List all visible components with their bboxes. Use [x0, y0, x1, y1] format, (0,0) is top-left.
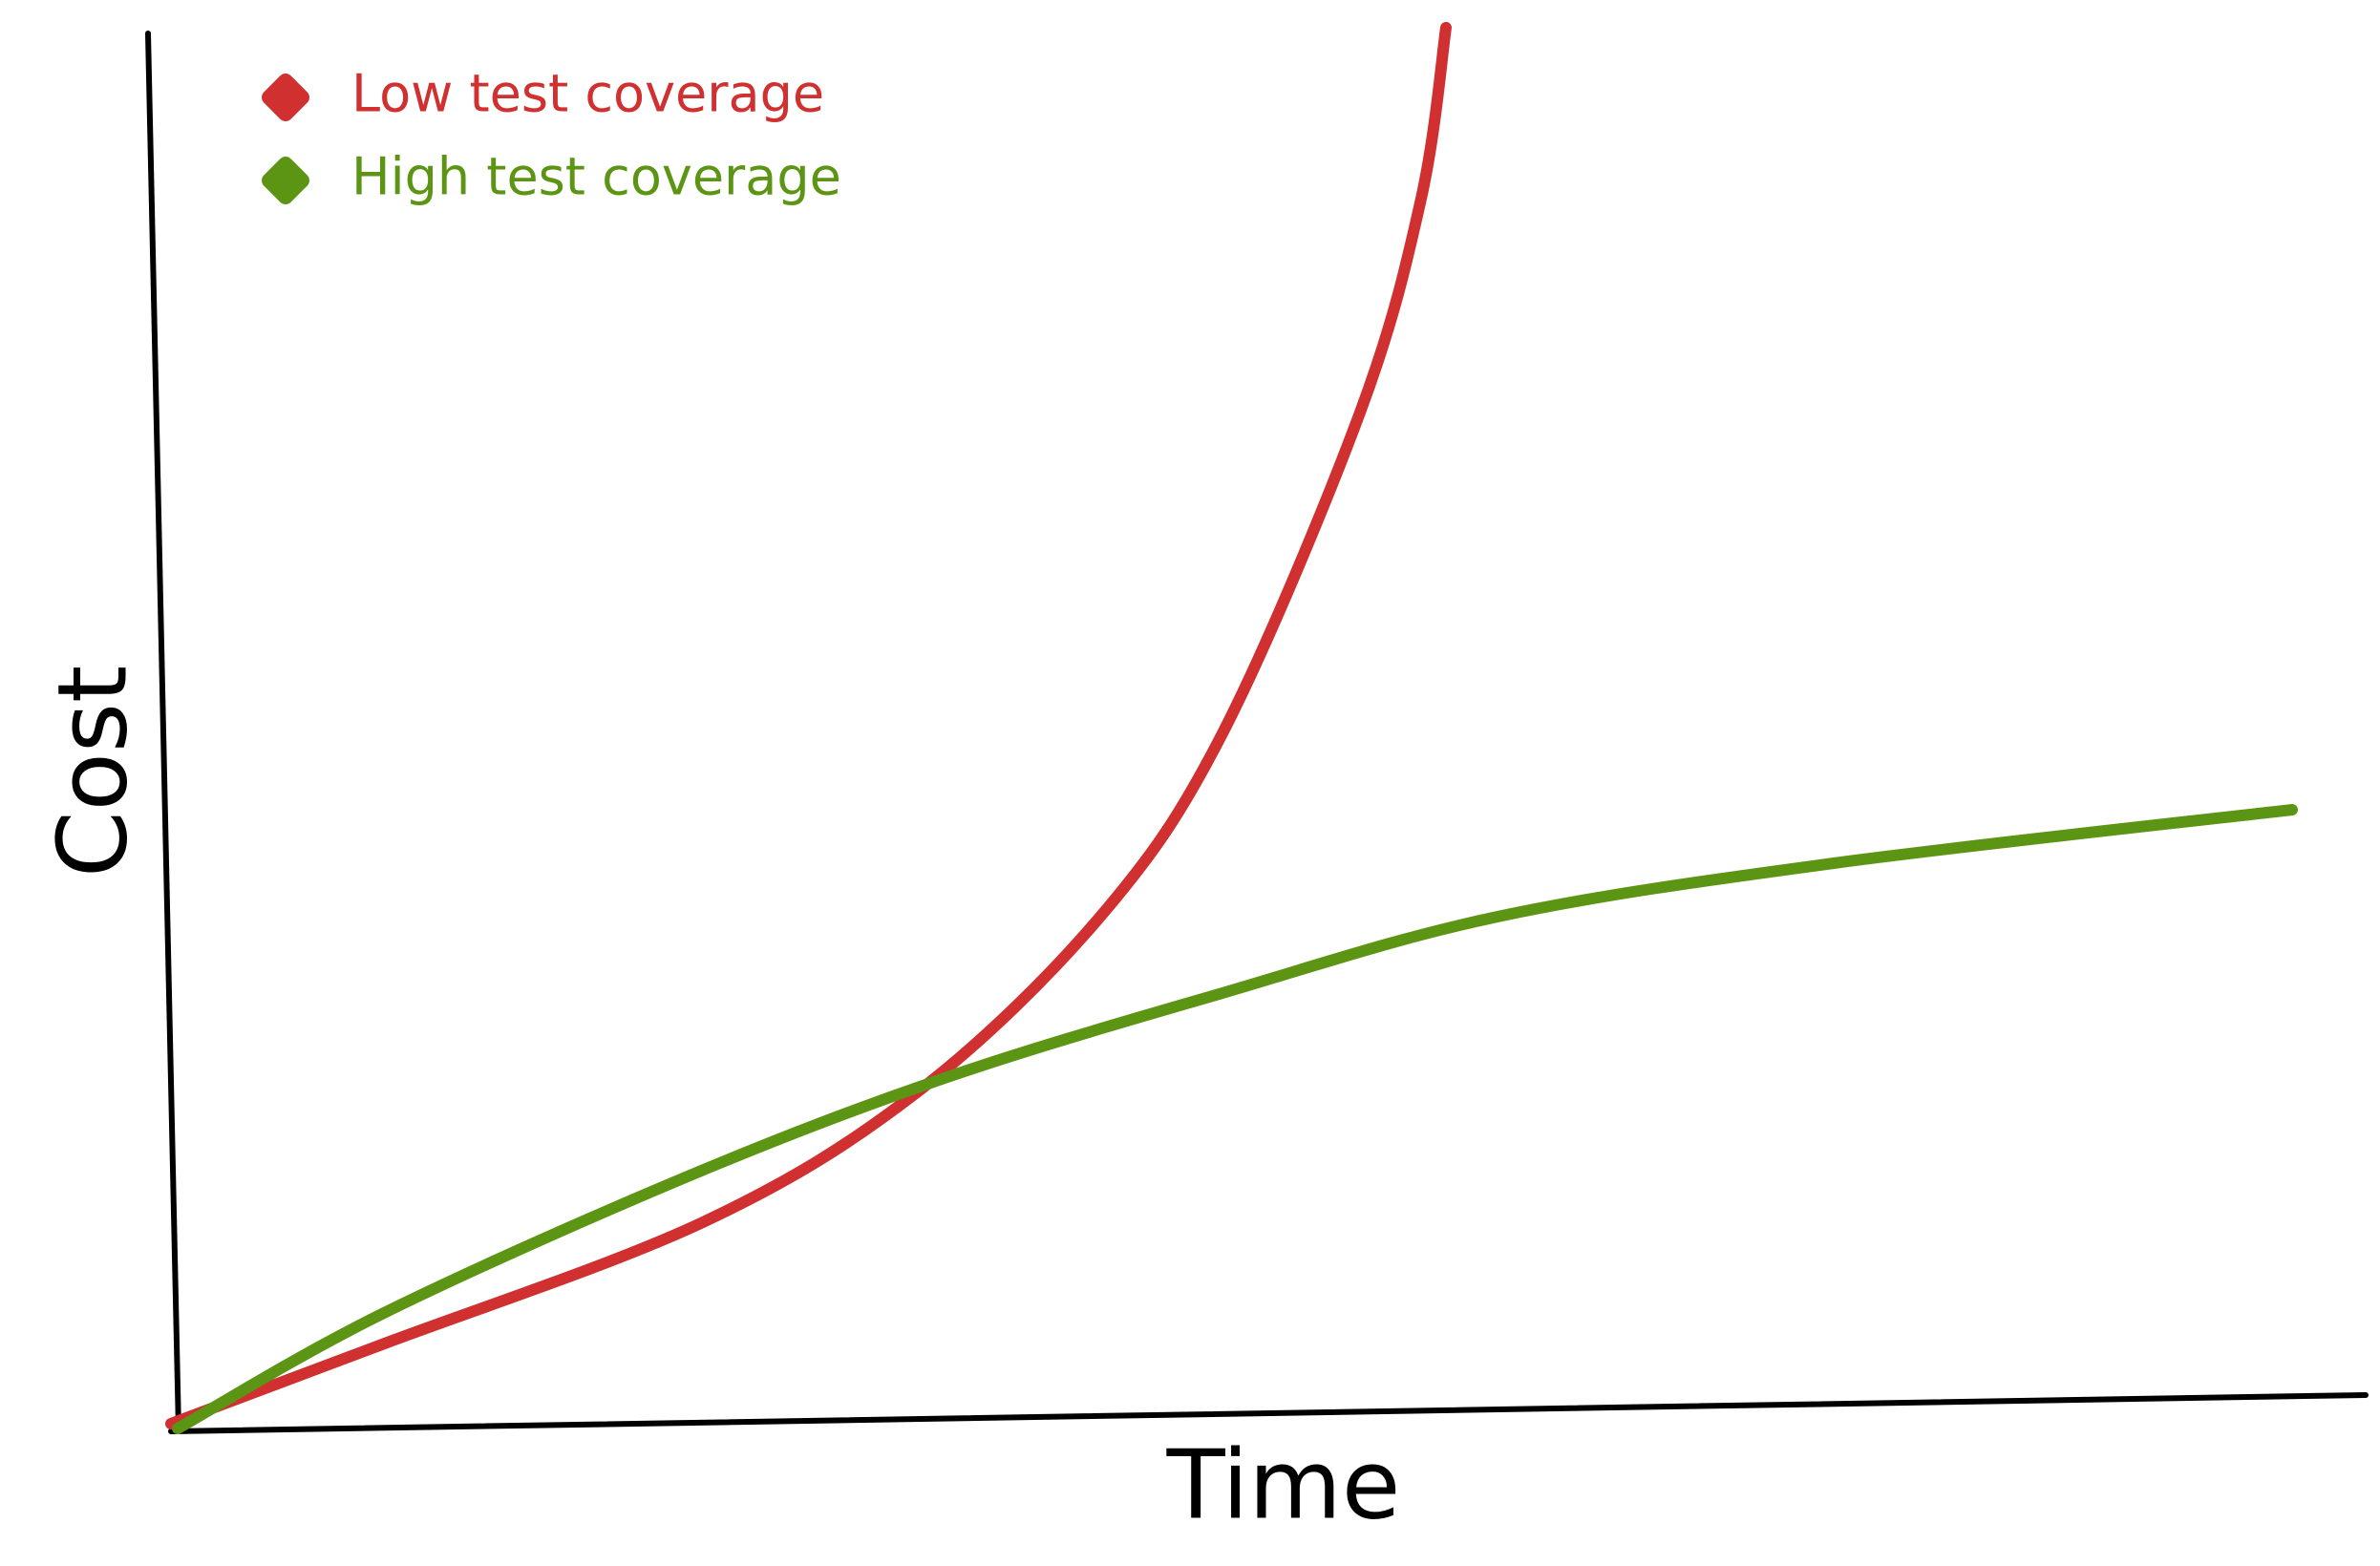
- y-axis: [145, 31, 181, 1433]
- legend-swatch: [262, 157, 309, 204]
- x-axis-label: Time: [1166, 1428, 1401, 1540]
- y-axis-label: Cost: [36, 666, 148, 878]
- legend-swatch: [262, 74, 309, 121]
- x-axis: [168, 1392, 2369, 1434]
- legend-label: Low test coverage: [351, 64, 824, 124]
- line-curve: [165, 22, 1452, 1429]
- line-curve: [172, 804, 2298, 1434]
- legend-label: High test coverage: [351, 147, 841, 207]
